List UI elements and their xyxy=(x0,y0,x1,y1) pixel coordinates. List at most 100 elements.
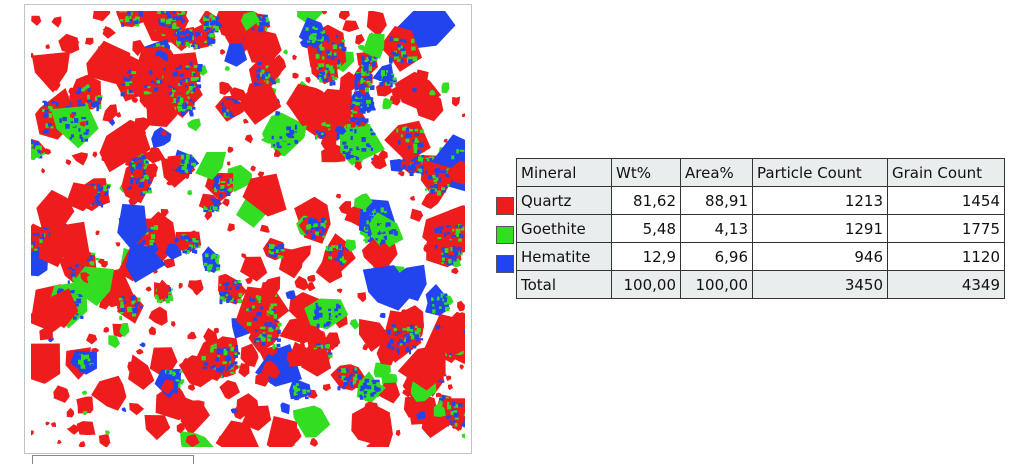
mineral-speckle xyxy=(316,131,319,133)
total-wt: 100,00 xyxy=(612,271,681,299)
mineral-speckle xyxy=(81,365,86,369)
mineral-speckle xyxy=(334,52,337,55)
mineral-speckle xyxy=(454,251,458,256)
mineral-speckle xyxy=(363,239,366,241)
mineral-speckle xyxy=(320,223,325,226)
table-row: Goethite 5,48 4,13 1291 1775 xyxy=(517,215,1005,243)
mineral-speckle xyxy=(354,87,357,91)
mineral-speckle xyxy=(223,283,226,286)
mineral-speckle xyxy=(87,84,90,88)
mineral-speckle xyxy=(274,320,278,322)
mineral-speckle xyxy=(164,375,168,379)
mineral-speckle xyxy=(119,11,122,12)
mineral-speckle xyxy=(406,338,410,342)
total-area: 100,00 xyxy=(681,271,753,299)
mineral-speckle xyxy=(71,273,76,278)
mineral-speckle xyxy=(271,244,275,248)
mineral-speckle xyxy=(352,101,356,103)
mineral-speckle xyxy=(409,349,411,354)
mineral-speckle xyxy=(295,140,298,144)
particle xyxy=(164,259,175,268)
mineral-speckle xyxy=(435,228,440,233)
particle xyxy=(446,376,451,382)
grain-count: 1120 xyxy=(888,243,1005,271)
particle xyxy=(310,438,318,447)
mineral-speckle xyxy=(414,150,417,153)
mineral-speckle xyxy=(441,187,445,190)
mineral-speckle xyxy=(169,92,172,95)
mineral-speckle xyxy=(277,330,281,334)
mineral-speckle xyxy=(451,235,456,237)
mineral-speckle xyxy=(215,26,219,31)
total-particle-count: 3450 xyxy=(753,271,888,299)
particle xyxy=(136,349,144,355)
particle xyxy=(307,275,316,282)
mineral-speckle xyxy=(275,338,279,341)
mineral-speckle xyxy=(157,11,161,14)
particle xyxy=(402,389,411,397)
mineral-speckle xyxy=(176,18,181,20)
mineral-speckle xyxy=(189,166,194,168)
mineral-speckle xyxy=(305,397,309,399)
mineral-speckle xyxy=(397,331,400,334)
mineral-speckle xyxy=(166,11,170,14)
mineral-speckle xyxy=(186,169,188,173)
mineral-speckle xyxy=(203,367,208,369)
mineral-speckle xyxy=(328,355,332,358)
mineral-speckle xyxy=(373,229,376,233)
mineral-speckle xyxy=(322,230,326,233)
mineral-speckle xyxy=(406,133,409,136)
mineral-speckle xyxy=(342,151,345,154)
mineral-speckle xyxy=(131,177,135,180)
mineral-speckle xyxy=(456,149,459,153)
mineral-speckle xyxy=(144,85,148,88)
mineral-speckle xyxy=(329,247,332,251)
mineral-speckle xyxy=(270,252,274,255)
mineral-speckle xyxy=(439,306,441,309)
mineral-speckle xyxy=(393,82,396,84)
mineral-speckle xyxy=(460,150,465,152)
mineral-speckle xyxy=(321,63,324,67)
particle xyxy=(139,342,145,347)
header-area: Area% xyxy=(681,159,753,187)
mineral-speckle xyxy=(155,294,157,298)
particle xyxy=(222,198,230,206)
mineral-speckle xyxy=(104,193,108,195)
mineral-speckle xyxy=(193,73,197,76)
mineral-speckle xyxy=(156,78,158,80)
mineral-speckle xyxy=(314,28,318,30)
mineral-speckle xyxy=(65,124,70,129)
mineral-speckle xyxy=(319,50,321,55)
mineral-speckle xyxy=(417,150,421,154)
mineral-speckle xyxy=(255,83,259,85)
particle xyxy=(452,97,460,107)
mineral-speckle xyxy=(315,227,319,231)
mineral-speckle xyxy=(341,368,346,373)
mineral-speckle xyxy=(213,206,218,210)
mineral-speckle xyxy=(430,186,433,188)
particle xyxy=(146,286,152,291)
mineral-speckle xyxy=(446,415,450,418)
particle xyxy=(115,242,120,246)
mineral-speckle xyxy=(120,312,123,314)
mineral-speckle xyxy=(387,342,391,347)
mineral-speckle xyxy=(180,80,183,84)
mineral-speckle xyxy=(356,157,359,160)
mineral-speckle xyxy=(32,233,36,235)
mineral-speckle xyxy=(204,362,208,366)
particle xyxy=(260,225,270,233)
mineral-speckle xyxy=(414,129,418,132)
mineral-speckle xyxy=(84,139,88,142)
mineral-speckle xyxy=(387,79,390,84)
mineral-speckle xyxy=(337,62,340,64)
mineral-speckle xyxy=(441,293,443,298)
mineral-speckle xyxy=(262,74,265,78)
mineral-speckle xyxy=(436,177,439,180)
mineral-speckle xyxy=(369,66,372,71)
mineral-speckle xyxy=(252,299,256,302)
mineral-speckle xyxy=(318,133,321,136)
mineral-speckle xyxy=(314,29,318,33)
particle xyxy=(316,258,343,283)
particle xyxy=(283,50,288,55)
mineral-speckle xyxy=(411,47,414,50)
